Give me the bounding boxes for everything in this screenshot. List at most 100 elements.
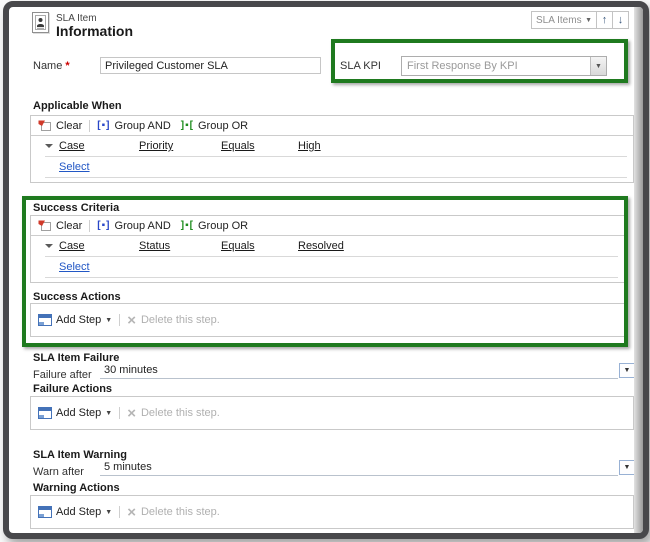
- group-or-label: Group OR: [197, 119, 249, 132]
- select-row: Select: [45, 257, 618, 278]
- section-sla-item-failure: SLA Item Failure: [33, 352, 120, 364]
- condition-row: Case Status Equals Resolved: [45, 236, 618, 257]
- dropdown-button[interactable]: ▼: [590, 57, 606, 75]
- chevron-down-icon: ▼: [105, 316, 113, 324]
- clear-button[interactable]: Clear: [38, 220, 82, 232]
- add-step-icon: [38, 314, 52, 326]
- warning-actions-panel: Add Step ▼ × Delete this step.: [30, 495, 634, 529]
- group-and-icon: [▪]: [97, 120, 111, 131]
- sla-item-entity-icon: [32, 12, 49, 33]
- section-success-actions: Success Actions: [33, 291, 121, 303]
- success-actions-panel: Add Step ▼ × Delete this step.: [30, 303, 625, 337]
- chevron-down-icon[interactable]: [45, 144, 59, 148]
- condition-value-link[interactable]: High: [298, 140, 321, 152]
- down-arrow-icon: ↓: [617, 14, 624, 26]
- entity-type-label: SLA Item: [56, 13, 97, 24]
- add-step-label: Add Step: [56, 314, 102, 326]
- failure-after-field[interactable]: 30 minutes: [100, 362, 618, 379]
- add-step-label: Add Step: [56, 407, 102, 419]
- group-and-label: Group AND: [114, 119, 171, 132]
- view-selector-label: SLA Items: [536, 14, 582, 26]
- group-or-label: Group OR: [197, 219, 249, 232]
- condition-field-link[interactable]: Priority: [139, 140, 174, 152]
- section-success-criteria: Success Criteria: [33, 202, 120, 214]
- chevron-down-icon: ▼: [105, 508, 113, 516]
- chevron-down-icon: ▼: [585, 16, 592, 24]
- page-title: Information: [56, 23, 133, 39]
- clear-icon: [38, 220, 51, 231]
- select-link[interactable]: Select: [59, 161, 90, 173]
- success-criteria-panel: Clear [▪] Group AND ]▪[ Group OR Case St…: [30, 215, 625, 283]
- form-canvas: SLA Item Information SLA Items ▼ ↑ ↓ Nam…: [9, 7, 643, 533]
- group-or-icon: ]▪[: [180, 120, 194, 131]
- required-asterisk: *: [65, 60, 70, 72]
- section-warning-actions: Warning Actions: [33, 482, 120, 494]
- highlight-box-sla-kpi: [331, 39, 628, 83]
- clear-button[interactable]: Clear: [38, 120, 82, 132]
- add-step-button[interactable]: Add Step ▼: [38, 506, 112, 518]
- section-sla-item-warning: SLA Item Warning: [33, 449, 127, 461]
- failure-actions-panel: Add Step ▼ × Delete this step.: [30, 396, 634, 430]
- view-selector[interactable]: SLA Items ▼: [531, 11, 597, 29]
- condition-value-link[interactable]: Resolved: [298, 240, 344, 252]
- group-or-button[interactable]: ]▪[ Group OR: [181, 220, 248, 232]
- section-applicable-when: Applicable When: [33, 100, 122, 112]
- select-link[interactable]: Select: [59, 261, 90, 273]
- add-step-icon: [38, 407, 52, 419]
- toolbar-separator: [119, 314, 121, 326]
- window-edge-strip: [634, 7, 643, 533]
- sla-kpi-value: First Response By KPI: [407, 60, 518, 72]
- group-and-icon: [▪]: [97, 220, 111, 231]
- group-and-label: Group AND: [114, 219, 171, 232]
- chevron-down-icon: ▼: [595, 62, 602, 70]
- clear-label: Clear: [56, 219, 83, 232]
- delete-step-label: Delete this step.: [140, 407, 220, 419]
- add-step-button[interactable]: Add Step ▼: [38, 407, 112, 419]
- add-step-button[interactable]: Add Step ▼: [38, 314, 112, 326]
- condition-operator-link[interactable]: Equals: [221, 240, 255, 252]
- highlight-box-success-criteria: [22, 196, 628, 347]
- warn-after-dropdown-button[interactable]: ▼: [619, 460, 635, 475]
- condition-toolbar: Clear [▪] Group AND ]▪[ Group OR: [31, 116, 633, 136]
- failure-after-label: Failure after: [33, 369, 92, 381]
- condition-toolbar: Clear [▪] Group AND ]▪[ Group OR: [31, 216, 624, 236]
- toolbar-separator: [89, 219, 91, 232]
- delete-step-icon: ×: [127, 503, 136, 521]
- condition-operator-link[interactable]: Equals: [221, 140, 255, 152]
- toolbar-separator: [119, 407, 121, 419]
- delete-step-icon: ×: [127, 404, 136, 422]
- add-step-label: Add Step: [56, 506, 102, 518]
- failure-after-dropdown-button[interactable]: ▼: [619, 363, 635, 378]
- next-record-button[interactable]: ↓: [613, 11, 629, 29]
- toolbar-separator: [89, 119, 91, 132]
- section-failure-actions: Failure Actions: [33, 383, 113, 395]
- condition-field-link[interactable]: Status: [139, 240, 171, 252]
- condition-entity-link[interactable]: Case: [59, 240, 85, 252]
- condition-row: Case Priority Equals High: [45, 136, 627, 157]
- person-document-icon: [35, 15, 46, 30]
- group-and-button[interactable]: [▪] Group AND: [97, 120, 170, 132]
- group-or-button[interactable]: ]▪[ Group OR: [181, 120, 248, 132]
- delete-step-label: Delete this step.: [140, 314, 220, 326]
- record-navigation: SLA Items ▼ ↑ ↓: [531, 11, 629, 29]
- up-arrow-icon: ↑: [601, 14, 608, 26]
- condition-entity-link[interactable]: Case: [59, 140, 85, 152]
- toolbar-separator: [119, 506, 121, 518]
- name-input[interactable]: [100, 57, 321, 74]
- group-and-button[interactable]: [▪] Group AND: [97, 220, 170, 232]
- clear-icon: [38, 120, 51, 131]
- sla-kpi-label: SLA KPI: [340, 60, 381, 72]
- name-label: Name *: [33, 60, 70, 72]
- failure-after-value: 30 minutes: [104, 364, 158, 376]
- add-step-icon: [38, 506, 52, 518]
- clear-label: Clear: [56, 119, 83, 132]
- warn-after-field[interactable]: 5 minutes: [100, 459, 618, 476]
- previous-record-button[interactable]: ↑: [597, 11, 613, 29]
- chevron-down-icon: ▼: [105, 409, 113, 417]
- select-row: Select: [45, 157, 627, 178]
- chevron-down-icon: ▼: [623, 367, 631, 374]
- screenshot-frame: SLA Item Information SLA Items ▼ ↑ ↓ Nam…: [3, 1, 649, 539]
- applicable-when-panel: Clear [▪] Group AND ]▪[ Group OR Case Pr…: [30, 115, 634, 183]
- sla-kpi-dropdown[interactable]: First Response By KPI ▼: [401, 56, 607, 76]
- warn-after-value: 5 minutes: [104, 461, 152, 473]
